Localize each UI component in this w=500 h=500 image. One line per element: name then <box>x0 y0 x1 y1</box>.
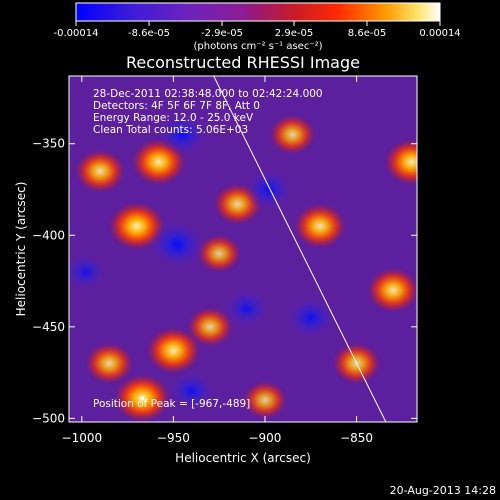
heatmap-image <box>69 76 417 422</box>
y-axis-label: Heliocentric Y (arcsec) <box>14 182 28 317</box>
info-time-range: 28-Dec-2011 02:38:48.000 to 02:42:24.000 <box>93 88 323 100</box>
x-tick-label: −1000 <box>62 431 103 445</box>
colorbar-tick-label: -2.9e-05 <box>201 28 243 39</box>
y-axis-ticks: −350 −400 −450 −500 <box>32 137 417 425</box>
negative-blob <box>286 297 335 339</box>
generation-date: 20-Aug-2013 14:28 <box>390 484 496 497</box>
y-tick-label: −350 <box>32 137 65 151</box>
heatmap-features <box>69 113 417 422</box>
peak-marker <box>140 396 145 401</box>
emission-blob <box>367 267 417 313</box>
y-tick-label: −400 <box>32 228 65 242</box>
emission-blob <box>242 381 287 419</box>
emission-blob <box>187 307 234 347</box>
x-tick-label: −900 <box>248 431 281 445</box>
colorbar-tick-label: -0.00014 <box>54 28 99 39</box>
negative-blob <box>168 371 215 411</box>
emission-blob <box>197 234 242 273</box>
info-energy-range: Energy Range: 12.0 - 25.0 keV <box>93 112 254 124</box>
emission-blob <box>85 342 134 384</box>
negative-blob <box>224 289 269 328</box>
negative-blob <box>69 253 107 290</box>
colorbar-tick-label: 8.6e-05 <box>348 28 386 39</box>
colorbar-tick-label: -8.6e-05 <box>128 28 170 39</box>
emission-blob <box>75 149 126 193</box>
negative-blob <box>157 113 208 157</box>
colorbar <box>75 2 441 22</box>
y-tick-label: −500 <box>32 411 65 425</box>
colorbar-tick-label: 0.00014 <box>419 28 460 39</box>
x-tick-label: −850 <box>340 431 373 445</box>
emission-blob <box>146 327 201 374</box>
negative-blob <box>244 168 293 211</box>
x-tick-label: −950 <box>157 431 190 445</box>
chart-title: Reconstructed RHESSI Image <box>126 53 360 72</box>
emission-blob <box>293 203 346 249</box>
peak-position-label: Position of Peak = [-967,-489] <box>93 398 250 410</box>
plot-frame <box>68 75 418 423</box>
y-tick-label: −450 <box>32 320 65 334</box>
colorbar-unit-label: (photons cm⁻² s⁻¹ asec⁻²) <box>193 41 322 52</box>
x-axis-ticks: −1000 −950 −900 −850 <box>62 76 373 445</box>
emission-blob <box>384 138 417 186</box>
negative-blob <box>149 220 206 269</box>
emission-blob <box>269 114 316 155</box>
x-axis-label: Heliocentric X (arcsec) <box>175 451 311 465</box>
colorbar-ticks <box>75 21 441 26</box>
info-detectors: Detectors: 4F 5F 6F 7F 8F, Att 0 <box>93 100 260 112</box>
solar-limb-line <box>213 76 387 422</box>
colorbar-tick-label: 2.9e-05 <box>275 28 313 39</box>
info-clean-counts: Clean Total counts: 5.06E+03 <box>93 124 248 136</box>
